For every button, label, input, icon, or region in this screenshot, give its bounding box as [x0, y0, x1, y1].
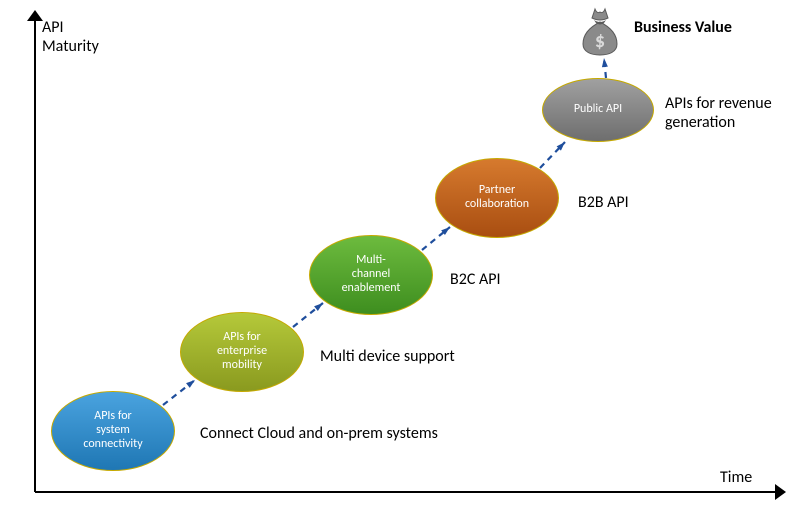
stage-label-multi-channel: Multi- channel enablement: [342, 254, 401, 295]
connector-line-0: [163, 380, 195, 405]
svg-text:$: $: [595, 29, 605, 53]
y-axis-arrow: [27, 10, 43, 21]
connector-arrow-4: [602, 58, 608, 67]
stage-desc-public-api: APIs for revenue generation: [665, 94, 772, 132]
connector-line-3: [540, 142, 565, 168]
stage-label-system-connectivity: APIs for system connectivity: [83, 410, 142, 451]
connector-line-4: [604, 58, 606, 78]
x-axis-arrow: [775, 484, 786, 500]
connector-arrow-2: [441, 227, 450, 235]
diagram-canvas: API Maturity Time APIs for system connecti…: [0, 0, 800, 516]
stage-desc-system-connectivity: Connect Cloud and on-prem systems: [200, 424, 438, 443]
stage-label-partner-collaboration: Partner collaboration: [465, 184, 529, 212]
stage-desc-partner-collaboration: B2B API: [578, 193, 629, 212]
stage-enterprise-mobility: APIs for enterprise mobility: [180, 312, 304, 392]
y-axis-line: [34, 18, 36, 492]
business-value-label: Business Value: [634, 18, 732, 37]
connector-arrow-0: [186, 380, 195, 388]
connector-arrow-3: [557, 142, 565, 151]
x-axis-label: Time: [720, 468, 752, 487]
stage-public-api: Public API: [542, 78, 654, 142]
x-axis-line: [35, 491, 775, 493]
connector-line-1: [293, 303, 323, 327]
y-axis-label: API Maturity: [42, 18, 99, 56]
stage-desc-multi-channel: B2C API: [450, 270, 501, 289]
stage-partner-collaboration: Partner collaboration: [435, 158, 559, 238]
money-bag-icon: $: [580, 6, 620, 56]
stage-multi-channel: Multi- channel enablement: [309, 235, 433, 315]
stage-system-connectivity: APIs for system connectivity: [51, 391, 175, 471]
stage-label-public-api: Public API: [574, 103, 622, 117]
stage-label-enterprise-mobility: APIs for enterprise mobility: [217, 331, 267, 372]
connector-arrow-1: [314, 303, 323, 311]
connector-line-2: [422, 227, 450, 250]
stage-desc-enterprise-mobility: Multi device support: [320, 347, 455, 366]
